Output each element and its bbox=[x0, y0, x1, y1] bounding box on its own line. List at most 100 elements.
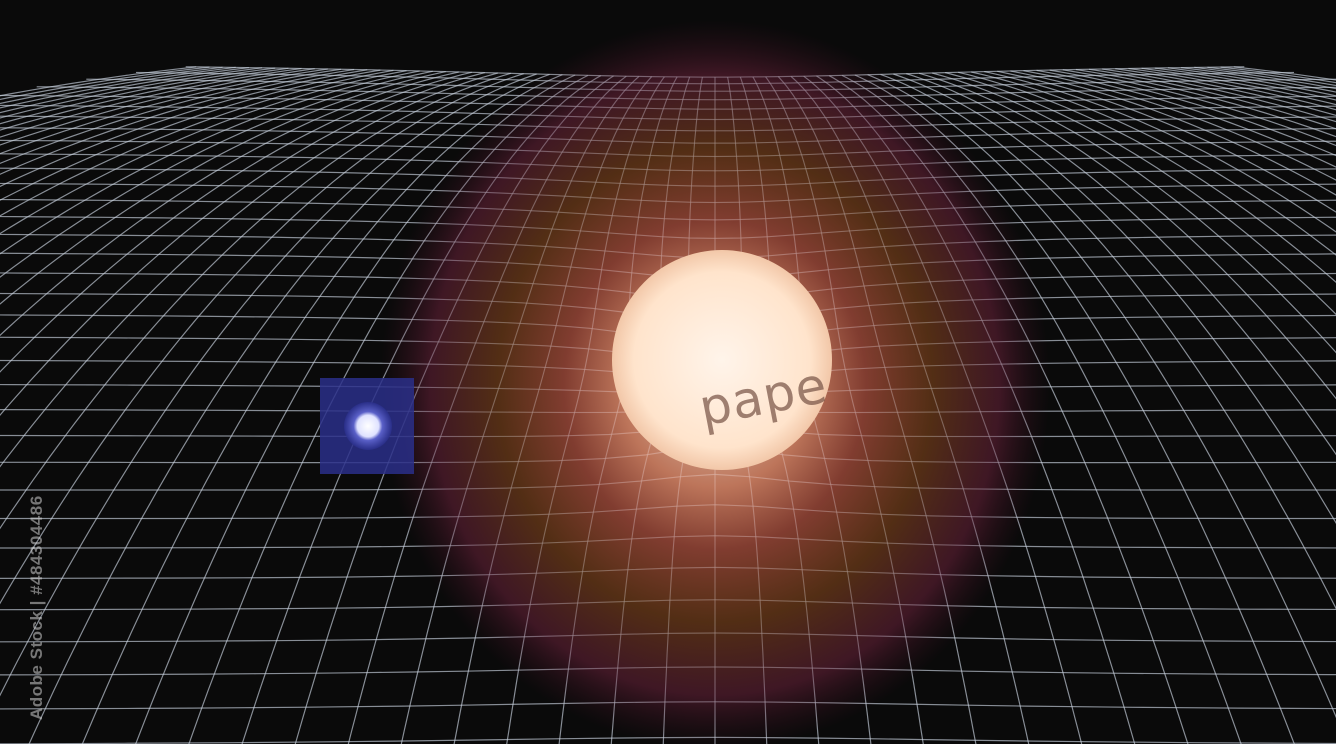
grid-line bbox=[867, 74, 1336, 718]
grid-line bbox=[1049, 69, 1336, 157]
grid-line bbox=[0, 473, 1336, 491]
grid-line bbox=[0, 599, 1336, 611]
grid-line bbox=[86, 78, 1336, 92]
grid-line bbox=[1075, 69, 1336, 138]
grid-line bbox=[0, 199, 1336, 221]
grid-line bbox=[0, 72, 485, 416]
grid-line bbox=[0, 504, 1336, 519]
grid-line bbox=[0, 666, 1336, 676]
grid-line bbox=[958, 71, 1336, 283]
grid-line bbox=[0, 104, 1336, 121]
grid-line bbox=[0, 72, 511, 530]
grid-line bbox=[0, 69, 394, 217]
grid-line bbox=[0, 68, 328, 155]
grid-line bbox=[0, 67, 289, 131]
grid-line bbox=[1075, 68, 1336, 138]
grid-line bbox=[0, 73, 537, 697]
grid-line bbox=[0, 67, 249, 114]
grid-line bbox=[0, 68, 302, 138]
grid-line bbox=[1023, 70, 1336, 181]
grid-line bbox=[984, 71, 1336, 233]
grid-line bbox=[0, 68, 315, 146]
grid-line bbox=[0, 127, 1336, 144]
grid-line bbox=[1010, 70, 1336, 196]
grid-line bbox=[1102, 68, 1336, 123]
grid-line bbox=[294, 75, 614, 744]
grid-line bbox=[0, 69, 394, 217]
companion-star bbox=[344, 402, 392, 450]
grid-line bbox=[0, 67, 249, 114]
grid-line bbox=[1036, 69, 1336, 168]
grid-line bbox=[0, 216, 1336, 239]
grid-line bbox=[945, 72, 1336, 315]
grid-line bbox=[828, 75, 1189, 744]
grid-line bbox=[0, 71, 472, 373]
grid-line bbox=[185, 66, 1245, 78]
grid-line bbox=[0, 71, 446, 305]
grid-line bbox=[816, 75, 1136, 744]
grid-line bbox=[0, 69, 381, 201]
grid-line bbox=[1233, 66, 1336, 81]
grid-line bbox=[0, 69, 381, 201]
grid-line bbox=[854, 74, 1295, 744]
grid-line bbox=[135, 72, 1295, 85]
grid-line bbox=[0, 68, 355, 175]
grid-line bbox=[0, 70, 420, 255]
grid-line bbox=[0, 67, 276, 125]
grid-line bbox=[0, 632, 1336, 643]
grid-line bbox=[1088, 68, 1336, 130]
grid-line bbox=[0, 566, 1336, 579]
grid-line bbox=[0, 69, 355, 175]
grid-line bbox=[893, 73, 1336, 524]
grid-line bbox=[0, 139, 1336, 158]
grid-line bbox=[790, 76, 1030, 744]
grid-line bbox=[0, 535, 1336, 549]
grid-line bbox=[0, 68, 342, 164]
grid-line bbox=[0, 67, 289, 131]
grid-line bbox=[1036, 69, 1336, 168]
grid-line bbox=[880, 73, 1336, 610]
grid-line bbox=[0, 72, 498, 468]
grid-line bbox=[984, 71, 1336, 233]
star-core bbox=[612, 250, 832, 470]
grid-line bbox=[906, 73, 1336, 456]
grid-line bbox=[971, 71, 1336, 256]
grid-line bbox=[0, 70, 407, 235]
grid-line bbox=[0, 67, 263, 119]
grid-line bbox=[777, 76, 977, 744]
grid-line bbox=[1115, 68, 1336, 116]
grid-line bbox=[1233, 66, 1336, 81]
grid-line bbox=[932, 72, 1336, 354]
grid-line bbox=[0, 70, 433, 278]
grid-line bbox=[0, 69, 368, 188]
grid-line bbox=[0, 94, 1336, 110]
grid-line bbox=[0, 67, 263, 119]
grid-line bbox=[0, 69, 368, 187]
grid-line bbox=[997, 70, 1336, 213]
grid-line bbox=[0, 68, 342, 165]
grid-line bbox=[958, 71, 1336, 283]
grid-line bbox=[400, 76, 640, 744]
grid-line bbox=[0, 736, 1336, 744]
grid-line bbox=[841, 74, 1242, 744]
grid-line bbox=[919, 72, 1336, 400]
stock-credit-text: Adobe Stock | #484304486 bbox=[27, 495, 46, 720]
grid-line bbox=[188, 74, 589, 744]
grid-line bbox=[1102, 68, 1336, 123]
grid-line bbox=[1115, 68, 1336, 117]
grid-line bbox=[997, 70, 1336, 213]
grid-line bbox=[803, 75, 1083, 744]
grid-line bbox=[0, 70, 433, 278]
grid-line bbox=[0, 115, 1336, 132]
grid-line bbox=[0, 67, 302, 138]
grid-line bbox=[135, 74, 576, 744]
grid-line bbox=[0, 70, 420, 255]
grid-line bbox=[28, 73, 550, 744]
grid-line bbox=[1088, 68, 1336, 130]
grid-line bbox=[765, 76, 924, 744]
grid-line bbox=[36, 86, 1336, 101]
grid-line bbox=[347, 75, 627, 744]
grid-line bbox=[81, 74, 563, 744]
